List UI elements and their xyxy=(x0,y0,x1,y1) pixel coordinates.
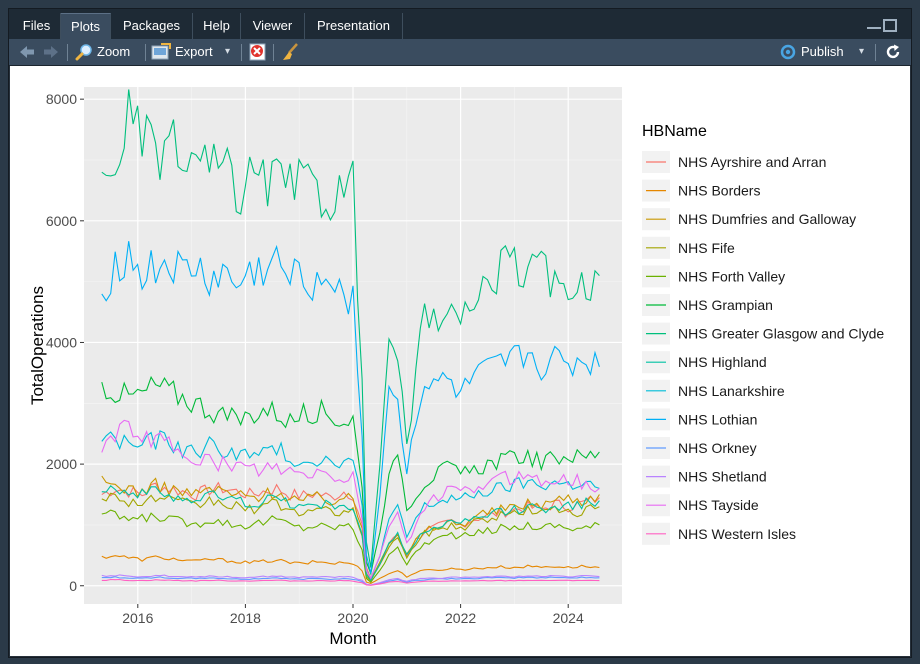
legend-label: NHS Grampian xyxy=(678,297,773,313)
export-caret-icon[interactable]: ▾ xyxy=(225,46,231,57)
x-tick-label: 2016 xyxy=(122,610,153,626)
remove-plot-icon[interactable] xyxy=(249,43,267,61)
series-line xyxy=(101,576,600,586)
legend-label: NHS Orkney xyxy=(678,440,757,456)
plots-pane: Files Plots Packages Help Viewer Present… xyxy=(8,8,912,658)
legend-label: NHS Dumfries and Galloway xyxy=(678,211,856,227)
forward-arrow-icon[interactable] xyxy=(43,45,59,59)
legend-label: NHS Ayrshire and Arran xyxy=(678,154,826,170)
toolbar-separator xyxy=(241,44,242,61)
legend-label: NHS Highland xyxy=(678,354,767,370)
x-tick-label: 2018 xyxy=(230,610,261,626)
tab-plots[interactable]: Plots xyxy=(61,13,111,39)
x-tick-label: 2020 xyxy=(337,610,368,626)
back-arrow-icon[interactable] xyxy=(19,45,35,59)
x-tick-label: 2022 xyxy=(445,610,476,626)
line-chart: 0 2000 4000 6000 8000 2016 2018 2020 2022 2024 Mon… xyxy=(28,87,884,648)
legend-label: NHS Forth Valley xyxy=(678,268,785,284)
plots-toolbar: Zoom Export ▾ Publish ▾ xyxy=(9,39,911,66)
series-line xyxy=(101,89,600,568)
publish-caret-icon[interactable]: ▾ xyxy=(859,46,865,57)
maximize-icon[interactable] xyxy=(883,19,897,32)
legend-label: NHS Shetland xyxy=(678,469,767,485)
export-button[interactable]: Export xyxy=(175,44,213,59)
y-tick-label: 0 xyxy=(69,578,77,594)
legend-label: NHS Western Isles xyxy=(678,526,796,542)
y-axis-title: TotalOperations xyxy=(28,286,47,405)
publish-button[interactable]: Publish xyxy=(801,44,844,59)
series-line xyxy=(101,555,600,584)
legend-title: HBName xyxy=(642,123,707,140)
tab-help[interactable]: Help xyxy=(193,13,241,39)
legend-label: NHS Borders xyxy=(678,183,760,199)
series-line xyxy=(101,574,600,586)
tab-packages[interactable]: Packages xyxy=(111,13,193,39)
minimize-icon[interactable] xyxy=(867,27,881,31)
series-line xyxy=(101,509,600,583)
export-icon[interactable] xyxy=(151,43,171,61)
refresh-icon[interactable] xyxy=(885,44,901,60)
tab-files[interactable]: Files xyxy=(13,13,61,39)
legend-label: NHS Lothian xyxy=(678,411,757,427)
y-tick-label: 8000 xyxy=(46,91,77,107)
toolbar-separator xyxy=(67,44,68,61)
y-tick-label: 4000 xyxy=(46,334,77,350)
tab-presentation[interactable]: Presentation xyxy=(305,13,403,39)
y-tick-label: 2000 xyxy=(46,456,77,472)
toolbar-separator xyxy=(875,44,876,61)
series-line xyxy=(101,419,600,580)
tab-viewer[interactable]: Viewer xyxy=(241,13,305,39)
x-tick-label: 2024 xyxy=(553,610,584,626)
legend-label: NHS Greater Glasgow and Clyde xyxy=(678,326,884,342)
pane-tab-bar: Files Plots Packages Help Viewer Present… xyxy=(9,9,911,39)
zoom-button[interactable]: Zoom xyxy=(97,44,131,59)
toolbar-separator xyxy=(273,44,274,61)
plot-canvas: 0 2000 4000 6000 8000 2016 2018 2020 2022 2024 Mon… xyxy=(10,66,910,656)
legend-label: NHS Fife xyxy=(678,240,735,256)
series-line xyxy=(101,485,600,582)
legend-label: NHS Tayside xyxy=(678,497,759,513)
broom-icon[interactable] xyxy=(281,43,299,61)
series-line xyxy=(101,375,600,576)
x-axis-title: Month xyxy=(329,629,376,648)
zoom-icon[interactable] xyxy=(75,43,93,61)
series-line xyxy=(101,430,600,580)
legend-label: NHS Lanarkshire xyxy=(678,383,785,399)
series-line xyxy=(101,241,600,574)
publish-icon[interactable] xyxy=(779,44,797,60)
y-tick-label: 6000 xyxy=(46,213,77,229)
series-line xyxy=(101,578,600,586)
toolbar-separator xyxy=(145,44,146,61)
series-line xyxy=(101,475,600,581)
